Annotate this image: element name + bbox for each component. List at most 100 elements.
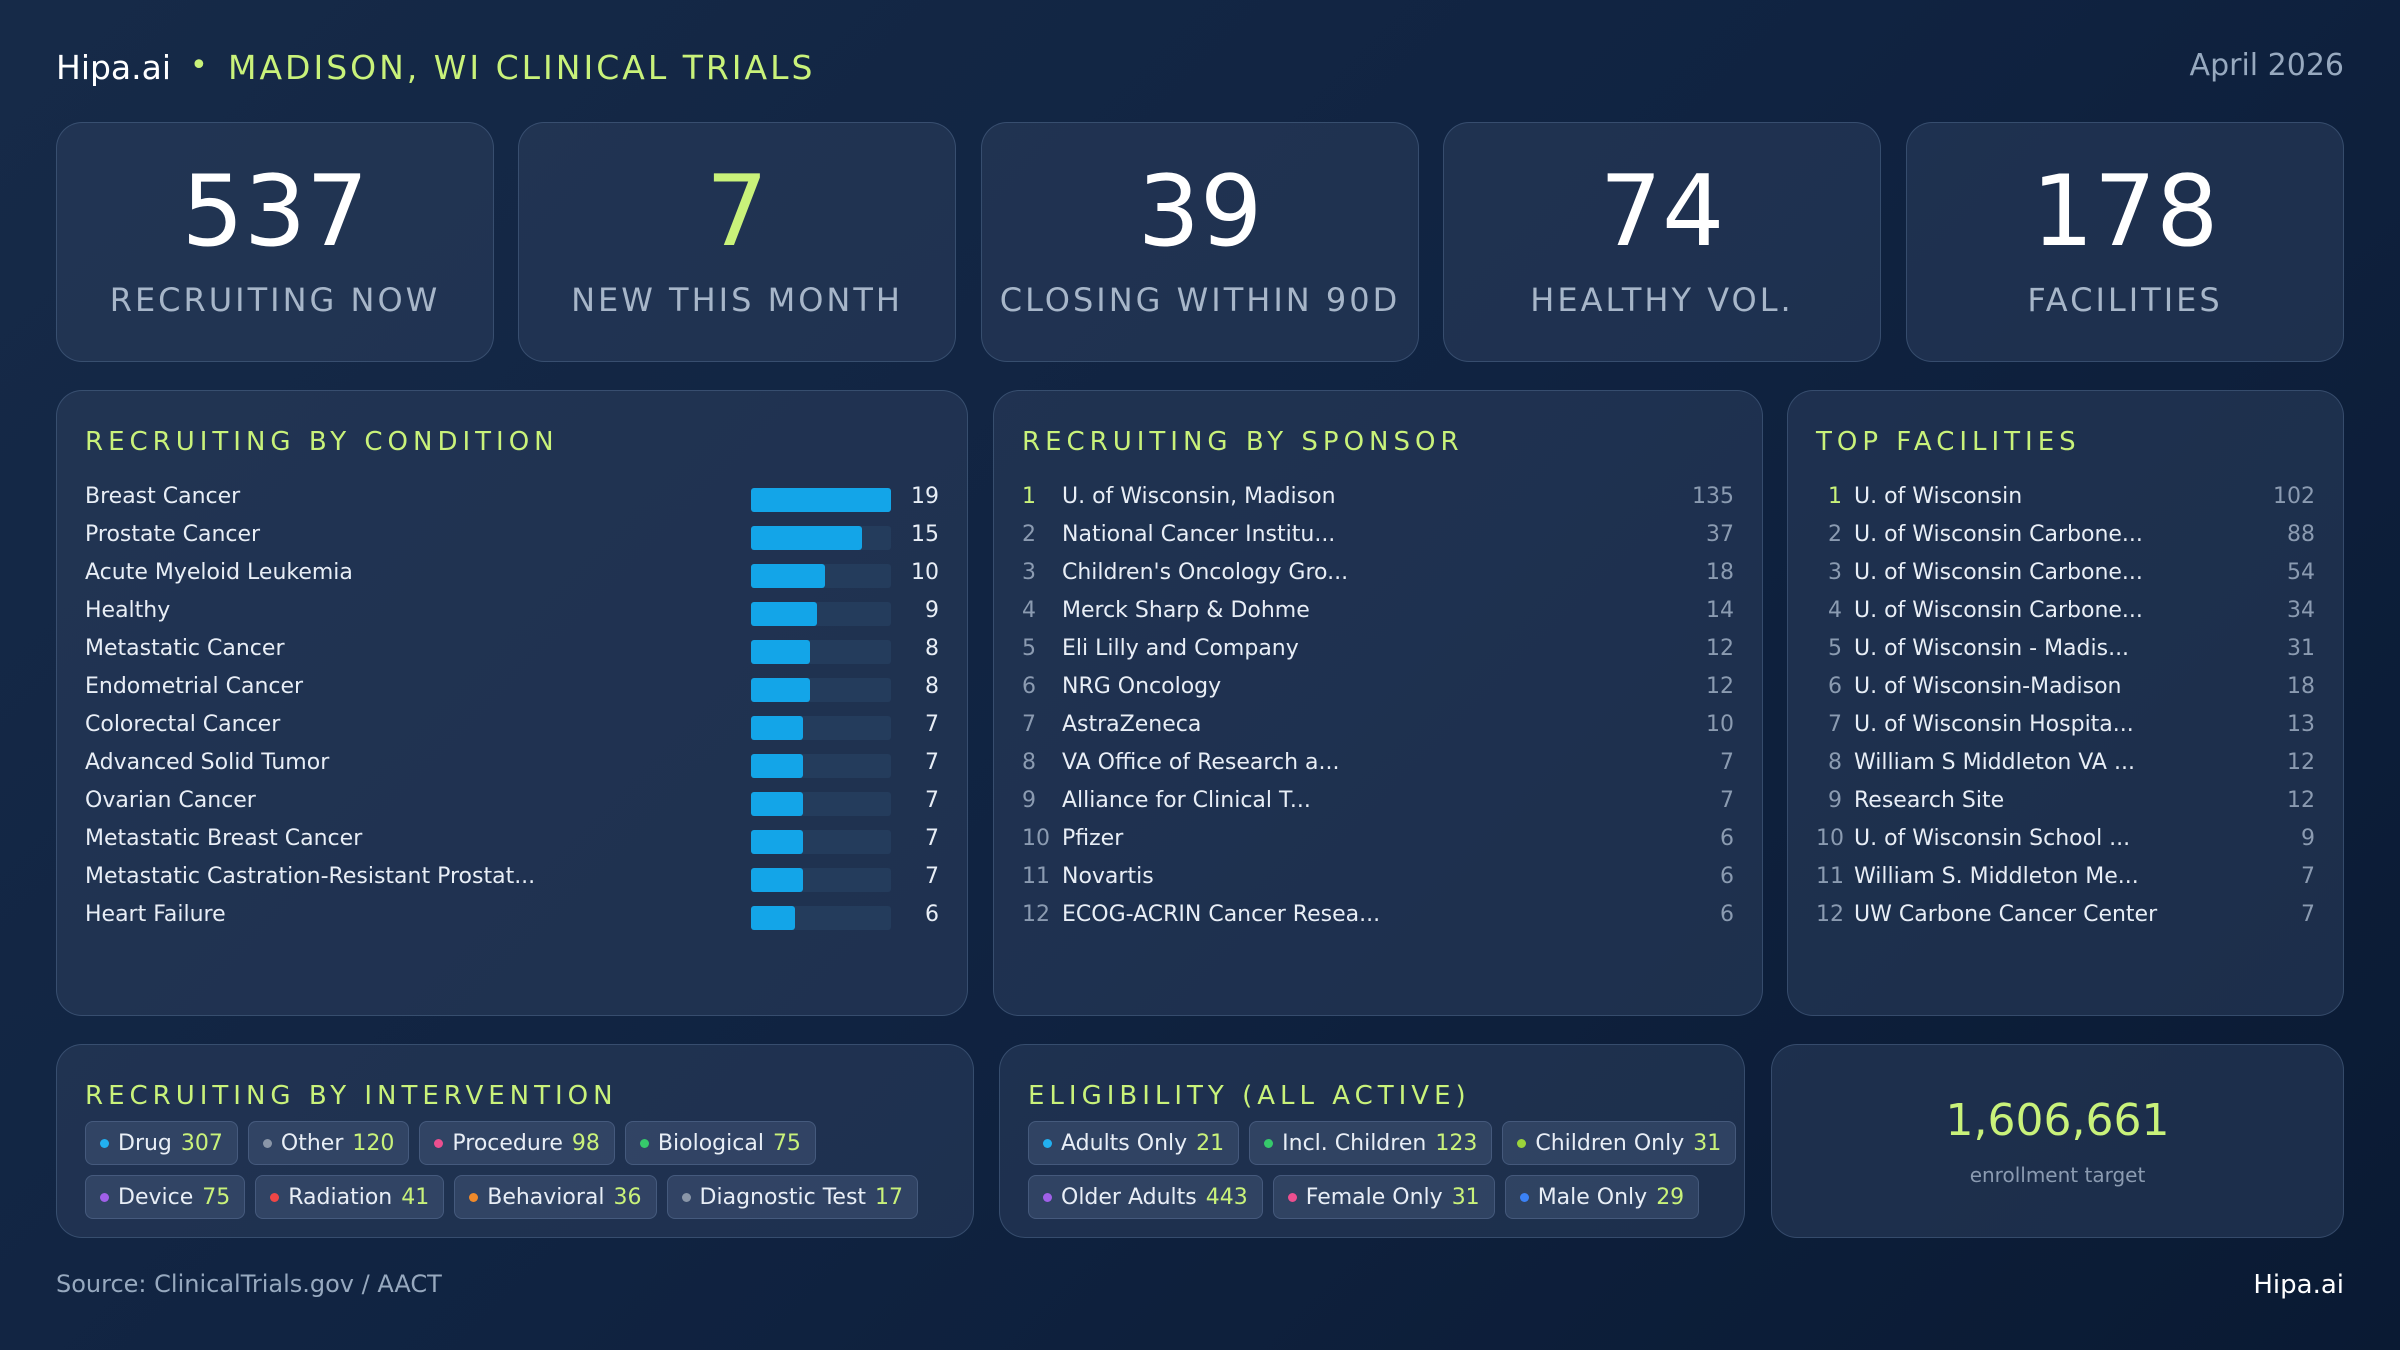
sponsor-count: 12 <box>1706 674 1734 699</box>
condition-name: Ovarian Cancer <box>85 788 256 813</box>
eligibility-chip: Adults Only 21 <box>1028 1121 1240 1165</box>
condition-name: Acute Myeloid Leukemia <box>85 560 353 585</box>
legend-dot-icon <box>681 1192 691 1202</box>
eligibility-chip-row: Older Adults 443 Female Only 31 Male Only 29 <box>1028 1175 1724 1219</box>
condition-row: Healthy 9 <box>85 593 939 631</box>
eligibility-chip: Female Only 31 <box>1272 1175 1495 1219</box>
facility-row: 8 William S Middleton VA ... 12 <box>1816 745 2315 783</box>
legend-dot-icon <box>100 1192 109 1202</box>
legend-dot-icon <box>1264 1138 1274 1148</box>
facility-rank: 3 <box>1828 560 1842 585</box>
enrollment-label: enrollment target <box>1969 1163 2146 1187</box>
facility-name: U. of Wisconsin Carbone... <box>1854 598 2143 623</box>
condition-count: 6 <box>925 902 939 927</box>
sponsor-list: 1 U. of Wisconsin, Madison 135 2 National Ca… <box>1022 479 1734 935</box>
panel-title: RECRUITING BY INTERVENTION <box>85 1081 618 1111</box>
condition-count: 7 <box>925 826 939 851</box>
sponsor-row: 10 Pfizer 6 <box>1022 821 1734 859</box>
stat-label: HEALTHY VOL. <box>1530 281 1794 319</box>
intervention-chip-row: Drug 307 Other 120 Procedure 98 Biological 75 <box>85 1121 953 1165</box>
legend-dot-icon <box>1043 1192 1052 1202</box>
stat-value: 537 <box>181 155 369 269</box>
sponsor-row: 5 Eli Lilly and Company 12 <box>1022 631 1734 669</box>
condition-bar <box>751 792 803 816</box>
eligibility-chip-label: Older Adults <box>1061 1184 1197 1210</box>
condition-bar-track <box>751 564 891 588</box>
sponsor-count: 6 <box>1720 864 1734 889</box>
sponsor-row: 11 Novartis 6 <box>1022 859 1734 897</box>
condition-name: Prostate Cancer <box>85 522 261 547</box>
sponsor-row: 12 ECOG-ACRIN Cancer Resea... 6 <box>1022 897 1734 935</box>
facility-row: 2 U. of Wisconsin Carbone... 88 <box>1816 517 2315 555</box>
eligibility-chip-value: 443 <box>1205 1184 1248 1210</box>
sponsor-name: NRG Oncology <box>1062 674 1222 699</box>
intervention-chip-label: Procedure <box>452 1130 563 1156</box>
sponsor-rank: 10 <box>1022 826 1050 851</box>
condition-count: 7 <box>925 788 939 813</box>
condition-bar <box>751 868 803 892</box>
facility-count: 88 <box>2287 522 2315 547</box>
condition-name: Healthy <box>85 598 171 623</box>
facility-count: 7 <box>2301 902 2315 927</box>
facility-count: 54 <box>2287 560 2315 585</box>
eligibility-chip: Children Only 31 <box>1502 1121 1737 1165</box>
condition-count: 7 <box>925 750 939 775</box>
facility-rank: 10 <box>1816 826 1844 851</box>
sponsor-rank: 2 <box>1022 522 1036 547</box>
condition-bar-track <box>751 678 891 702</box>
condition-bar-track <box>751 792 891 816</box>
facility-rank: 11 <box>1816 864 1844 889</box>
footer-brand: Hipa.ai <box>2253 1270 2344 1300</box>
condition-list: Breast Cancer 19 Prostate Cancer 15 Acute My… <box>85 479 939 935</box>
condition-row: Heart Failure 6 <box>85 897 939 935</box>
sponsor-count: 135 <box>1692 484 1734 509</box>
sponsor-row: 9 Alliance for Clinical T... 7 <box>1022 783 1734 821</box>
enrollment-panel: 1,606,661 enrollment target <box>1771 1044 2344 1238</box>
stat-value: 74 <box>1599 155 1725 269</box>
intervention-chip: Device 75 <box>85 1175 246 1219</box>
intervention-chip-value: 98 <box>571 1130 600 1156</box>
stat-value: 178 <box>2031 155 2219 269</box>
sponsor-count: 10 <box>1706 712 1734 737</box>
facility-name: U. of Wisconsin Hospita... <box>1854 712 2134 737</box>
intervention-chip: Other 120 <box>247 1121 410 1165</box>
condition-bar-track <box>751 488 891 512</box>
condition-name: Endometrial Cancer <box>85 674 304 699</box>
condition-name: Metastatic Cancer <box>85 636 285 661</box>
condition-count: 10 <box>911 560 939 585</box>
sponsor-name: AstraZeneca <box>1062 712 1202 737</box>
stat-card-new-this-month: 7 NEW THIS MONTH <box>518 122 956 362</box>
condition-count: 8 <box>925 674 939 699</box>
facility-row: 12 UW Carbone Cancer Center 7 <box>1816 897 2315 935</box>
condition-name: Advanced Solid Tumor <box>85 750 330 775</box>
facility-rank: 5 <box>1828 636 1842 661</box>
sponsor-count: 18 <box>1706 560 1734 585</box>
separator-dot: • <box>190 48 208 83</box>
report-date: April 2026 <box>2189 48 2344 83</box>
facility-rank: 8 <box>1828 750 1842 775</box>
sponsor-rank: 12 <box>1022 902 1050 927</box>
sponsor-count: 12 <box>1706 636 1734 661</box>
intervention-chip: Procedure 98 <box>419 1121 615 1165</box>
intervention-chip-label: Diagnostic Test <box>699 1184 867 1210</box>
sponsor-count: 37 <box>1706 522 1734 547</box>
intervention-chip-value: 36 <box>613 1184 642 1210</box>
legend-dot-icon <box>1287 1192 1297 1202</box>
legend-dot-icon <box>270 1192 280 1202</box>
condition-row: Prostate Cancer 15 <box>85 517 939 555</box>
facility-count: 13 <box>2287 712 2315 737</box>
eligibility-chip-label: Female Only <box>1305 1184 1443 1210</box>
facility-rank: 6 <box>1828 674 1842 699</box>
condition-bar <box>751 564 825 588</box>
condition-bar-track <box>751 716 891 740</box>
condition-name: Metastatic Breast Cancer <box>85 826 363 851</box>
facility-row: 11 William S. Middleton Me... 7 <box>1816 859 2315 897</box>
brand-logo: Hipa.ai <box>56 48 172 87</box>
eligibility-chip-value: 21 <box>1196 1130 1225 1156</box>
condition-row: Metastatic Cancer 8 <box>85 631 939 669</box>
eligibility-chip-row: Adults Only 21 Incl. Children 123 Children O… <box>1028 1121 1737 1165</box>
sponsor-count: 7 <box>1720 788 1734 813</box>
legend-dot-icon <box>469 1192 479 1202</box>
facility-row: 1 U. of Wisconsin 102 <box>1816 479 2315 517</box>
condition-row: Metastatic Castration-Resistant Prostat.… <box>85 859 939 897</box>
